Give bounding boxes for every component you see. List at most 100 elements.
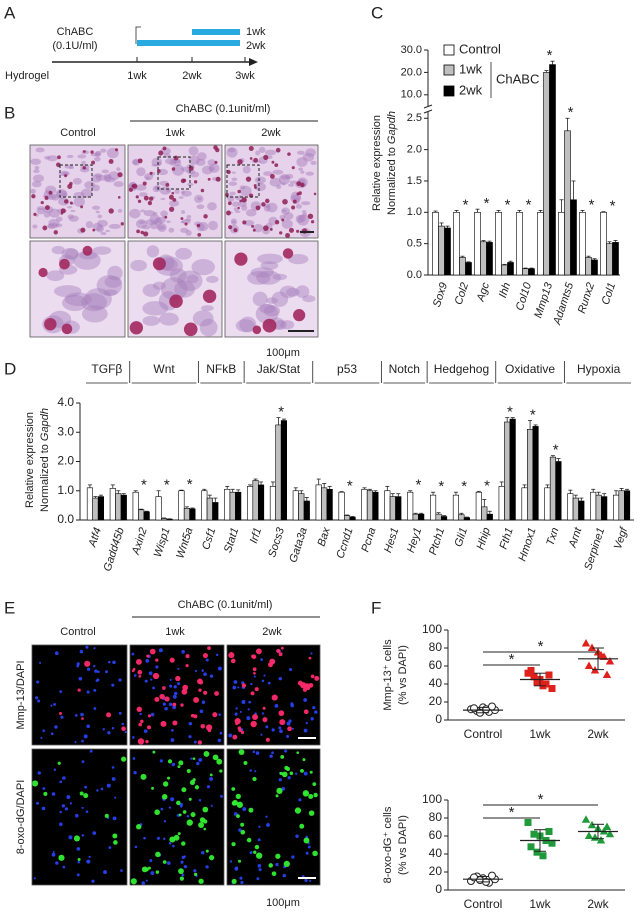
micrograph xyxy=(226,644,321,746)
treatment-label: ChABC xyxy=(57,26,94,38)
cell xyxy=(169,657,175,663)
bar xyxy=(269,486,276,521)
data-point xyxy=(545,828,553,835)
cell xyxy=(181,787,187,793)
row-label-counterstain: /DAPI xyxy=(15,660,27,689)
cell xyxy=(55,861,59,865)
cell xyxy=(271,751,274,755)
cell xyxy=(227,195,235,202)
cell xyxy=(176,800,181,806)
cell xyxy=(261,712,265,715)
cell xyxy=(201,700,206,704)
cell xyxy=(155,658,159,662)
bar-label: 1wk xyxy=(246,26,266,38)
cell xyxy=(289,180,298,184)
cell xyxy=(135,195,139,199)
data-point xyxy=(539,852,547,860)
group-label: Notch xyxy=(389,362,420,376)
cell xyxy=(295,834,299,838)
x-tick-label: Ihh xyxy=(497,281,513,299)
bar xyxy=(303,500,310,521)
panel-letter: D xyxy=(4,359,16,378)
cell xyxy=(305,721,308,725)
bar xyxy=(606,243,613,276)
bar xyxy=(321,487,328,521)
cell xyxy=(185,230,192,236)
cell xyxy=(186,768,191,774)
cell xyxy=(296,751,300,755)
cell xyxy=(234,252,248,266)
error-bar xyxy=(529,267,534,269)
cell xyxy=(53,230,58,235)
bar xyxy=(595,494,602,521)
bar xyxy=(206,497,213,521)
micrograph xyxy=(226,748,321,886)
data-point xyxy=(533,848,541,856)
error-bar xyxy=(350,516,355,518)
cell xyxy=(161,793,168,800)
cell xyxy=(148,671,153,676)
cell xyxy=(121,756,127,762)
y-tick-label: 1.0 xyxy=(407,206,422,218)
cell xyxy=(32,174,45,183)
error-bar xyxy=(496,210,501,213)
micrograph-border xyxy=(127,240,223,338)
error-bar xyxy=(293,487,298,491)
cell xyxy=(89,749,93,753)
cell xyxy=(271,291,289,307)
data-point xyxy=(599,827,609,835)
cell xyxy=(265,737,270,742)
cell xyxy=(149,648,156,655)
cell xyxy=(248,700,252,704)
cell xyxy=(264,149,277,156)
cell xyxy=(171,191,175,195)
error-bar xyxy=(270,481,275,487)
cell xyxy=(143,195,149,201)
error-bar xyxy=(230,488,235,493)
error-bar xyxy=(144,510,149,512)
cell xyxy=(181,210,186,215)
cell xyxy=(118,678,122,682)
cell xyxy=(131,652,135,656)
cell xyxy=(112,660,116,665)
bar xyxy=(570,199,577,276)
cell xyxy=(32,780,39,787)
y-axis-label-line: Normalized to xyxy=(386,147,398,215)
y-tick-label: 2.0 xyxy=(57,454,74,468)
cell xyxy=(82,166,86,170)
cell xyxy=(81,834,85,837)
cell xyxy=(229,860,233,863)
cell xyxy=(308,794,314,800)
error-bar xyxy=(299,490,304,494)
cell xyxy=(177,667,180,670)
panel-letter: C xyxy=(371,3,383,22)
bar xyxy=(252,480,259,521)
cell xyxy=(59,810,62,814)
error-bar xyxy=(482,499,487,507)
micrograph xyxy=(29,240,126,338)
cell xyxy=(192,778,196,782)
x-tick-label: 2wk xyxy=(587,727,609,741)
cell xyxy=(182,810,187,814)
cell xyxy=(37,771,41,775)
bar xyxy=(229,491,236,521)
cell xyxy=(131,184,135,188)
cell xyxy=(276,787,283,794)
cell xyxy=(207,177,211,181)
cell xyxy=(166,220,171,224)
cell xyxy=(124,730,127,734)
cell xyxy=(169,294,183,309)
timeline-label: 2wk xyxy=(182,70,202,82)
significance-star: * xyxy=(347,478,353,495)
cell xyxy=(283,860,290,868)
cell xyxy=(81,293,107,312)
cell xyxy=(159,312,179,326)
cell xyxy=(238,749,245,756)
error-bar xyxy=(565,117,570,131)
cell xyxy=(168,842,172,845)
cell xyxy=(267,681,271,685)
bar xyxy=(430,494,437,521)
cell xyxy=(59,822,63,827)
cell xyxy=(68,835,73,840)
row-label-marker: 8-oxo-dG xyxy=(15,808,27,854)
